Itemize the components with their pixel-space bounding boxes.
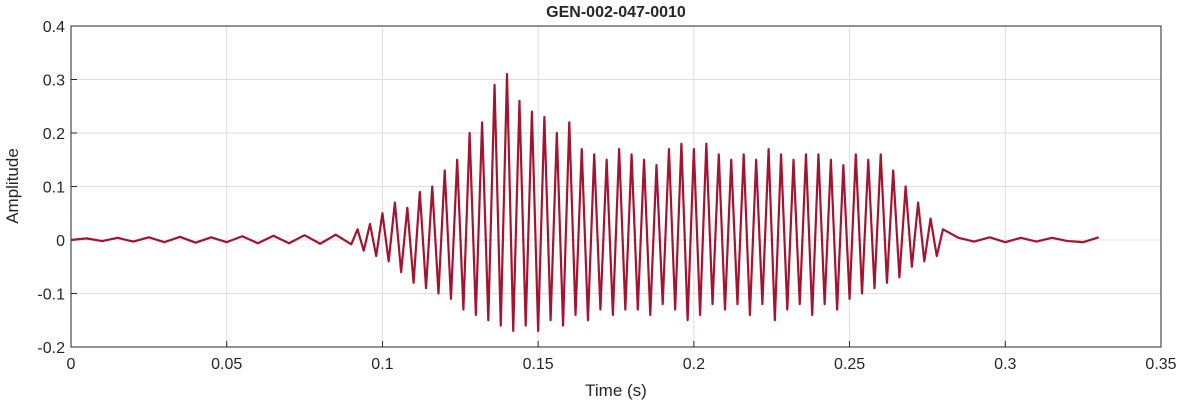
waveform — [70, 73, 1100, 333]
y-tick-label: 0 — [56, 233, 65, 250]
x-tick-label: 0.25 — [834, 356, 865, 373]
y-tick-label: 0.4 — [43, 19, 65, 36]
y-tick-label: 0.2 — [43, 126, 65, 143]
x-tick-label: 0.05 — [211, 356, 242, 373]
y-tick-label: -0.1 — [37, 287, 65, 304]
y-tick-label: 0.3 — [43, 73, 65, 90]
x-tick-label: 0.2 — [683, 356, 705, 373]
x-tick-label: 0 — [67, 356, 76, 373]
x-tick-label: 0.1 — [371, 356, 393, 373]
x-axis-label: Time (s) — [585, 381, 647, 400]
x-tick-label: 0.35 — [1145, 356, 1176, 373]
axes-box — [70, 25, 1162, 348]
y-tick-label: -0.2 — [37, 340, 65, 357]
chart-title: GEN-002-047-0010 — [546, 4, 686, 21]
x-tick-label: 0.15 — [523, 356, 554, 373]
x-tick-label: 0.3 — [994, 356, 1016, 373]
y-axis-label: Amplitude — [3, 148, 22, 224]
y-tick-label: 0.1 — [43, 180, 65, 197]
